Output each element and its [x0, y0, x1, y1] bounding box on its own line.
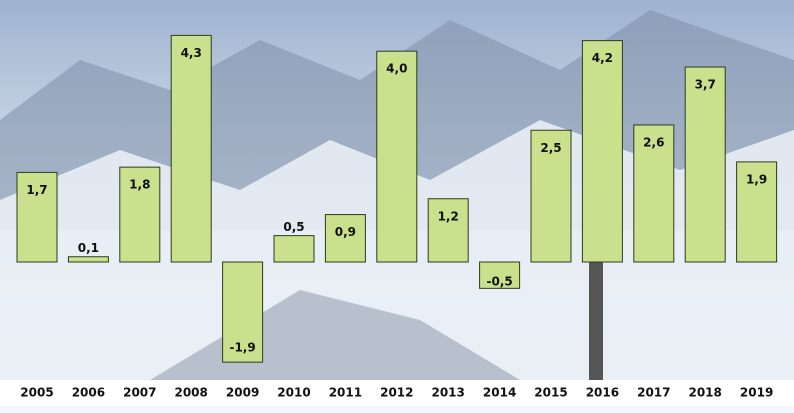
value-label: 4,2: [592, 51, 613, 65]
value-label: 1,7: [26, 183, 47, 197]
value-label: 4,3: [181, 46, 202, 60]
bar: [582, 41, 622, 262]
value-label: 2,6: [643, 135, 664, 149]
value-label: 0,1: [78, 241, 99, 255]
bar: [68, 257, 108, 262]
value-label: 1,2: [438, 209, 459, 223]
x-tick-label: 2015: [534, 386, 567, 400]
x-tick-label: 2005: [20, 386, 53, 400]
value-label: 1,8: [129, 178, 150, 192]
value-label: 0,9: [335, 225, 356, 239]
x-tick-label: 2016: [586, 386, 619, 400]
x-tick-label: 2011: [329, 386, 362, 400]
x-tick-label: 2013: [431, 386, 464, 400]
value-label: -0,5: [486, 275, 512, 289]
x-tick-label: 2008: [174, 386, 207, 400]
bar: [171, 35, 211, 262]
x-tick-label: 2009: [226, 386, 259, 400]
x-tick-label: 2019: [740, 386, 773, 400]
x-tick-label: 2014: [483, 386, 516, 400]
bar: [377, 51, 417, 262]
x-tick-label: 2018: [688, 386, 721, 400]
x-tick-label: 2010: [277, 386, 310, 400]
value-label: -1,9: [229, 341, 255, 355]
value-label: 3,7: [695, 78, 716, 92]
chart: 1,7 2005 0,1 2006 1,8 2007 4,3 2008 -1,9 2009 0,5 2…: [0, 0, 794, 413]
value-label: 1,9: [746, 172, 767, 186]
bar: [274, 236, 314, 262]
x-tick-label: 2007: [123, 386, 156, 400]
value-label: 0,5: [283, 220, 304, 234]
value-label: 2,5: [540, 141, 561, 155]
value-label: 4,0: [386, 62, 407, 76]
bar: [685, 67, 725, 262]
x-tick-label: 2006: [72, 386, 105, 400]
x-tick-label: 2012: [380, 386, 413, 400]
x-tick-label: 2017: [637, 386, 670, 400]
bar: [428, 199, 468, 262]
